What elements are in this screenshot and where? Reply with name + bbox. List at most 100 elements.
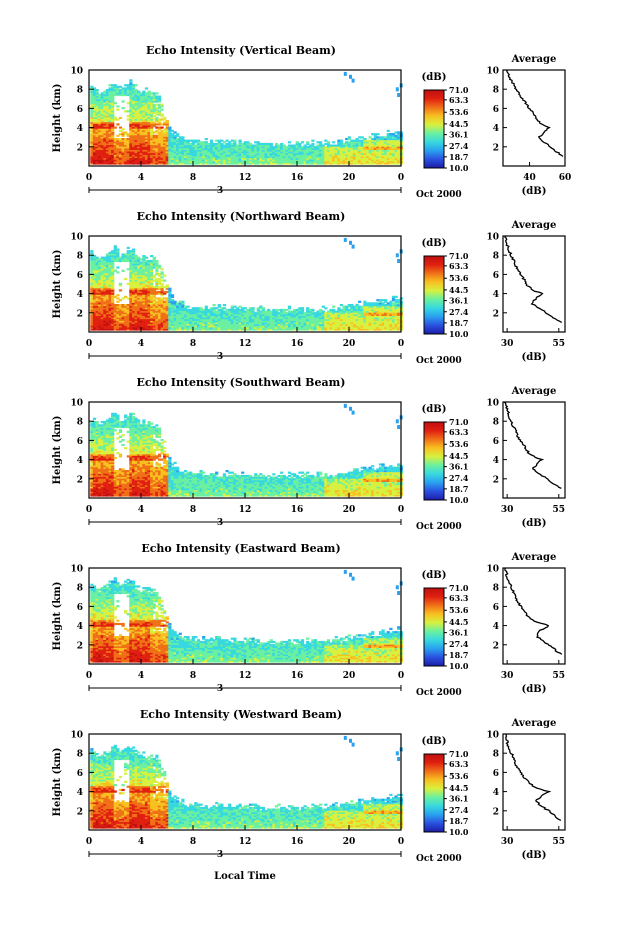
heatmap-cell [176, 144, 180, 147]
heatmap-cell [139, 129, 143, 132]
heatmap-cell [220, 308, 224, 312]
heatmap-cell [103, 277, 107, 281]
heatmap-cell [137, 120, 141, 123]
heatmap-cell [168, 326, 172, 329]
heatmap-cell [134, 110, 138, 113]
heatmap-cell [371, 144, 375, 147]
heatmap-cell [131, 328, 136, 331]
heatmap-cell [95, 111, 99, 115]
heatmap-cell [313, 157, 318, 160]
heatmap-cell [360, 155, 364, 159]
heatmap-cell [124, 93, 128, 97]
heatmap-cell [386, 155, 390, 159]
heatmap-cell [189, 146, 193, 149]
heatmap-cell [238, 155, 242, 159]
heatmap-cell [95, 282, 99, 285]
heatmap-cell [142, 97, 146, 100]
heatmap-cell [259, 155, 263, 159]
heatmap-cell [313, 160, 318, 163]
heatmap-cell [326, 159, 331, 162]
heatmap-cell [321, 160, 325, 163]
heatmap-cell [142, 281, 146, 284]
heatmap-cell [181, 149, 185, 152]
heatmap-cell [95, 305, 99, 308]
heatmap-cell [157, 318, 162, 321]
heatmap-cell [131, 258, 136, 261]
heatmap-cell [144, 320, 149, 323]
heatmap-cell [311, 159, 315, 162]
heatmap-cell [147, 118, 151, 121]
heatmap-cell [212, 308, 216, 312]
heatmap-cell [134, 100, 138, 103]
heatmap-cell [92, 87, 97, 90]
heatmap-cell [267, 154, 271, 157]
heatmap-cell [105, 142, 110, 146]
heatmap-cell [98, 300, 102, 303]
heatmap-cell [147, 103, 151, 106]
heatmap-cell [337, 144, 341, 147]
heatmap-cell [103, 286, 107, 289]
heatmap-cell [228, 312, 232, 315]
heatmap-cell [147, 151, 151, 154]
heatmap-cell [220, 321, 224, 325]
heatmap-cell [92, 152, 97, 155]
heatmap-cell [157, 297, 162, 300]
heatmap-cell [157, 287, 162, 290]
heatmap-cell [378, 154, 383, 157]
heatmap-cell [147, 315, 151, 318]
heatmap-cell [105, 328, 110, 331]
heatmap-cell [248, 151, 253, 154]
heatmap-cell [147, 276, 151, 279]
heatmap-cell [116, 271, 120, 274]
heatmap-cell [142, 147, 146, 150]
heatmap-cell [103, 274, 107, 277]
heatmap-cell [95, 116, 99, 119]
heatmap-cell [131, 155, 136, 159]
heatmap-cell [129, 250, 133, 253]
heatmap-cell [295, 159, 299, 162]
heatmap-cell [261, 160, 266, 163]
heatmap-cell [157, 155, 162, 159]
heatmap-cell [152, 287, 156, 290]
heatmap-cell [131, 103, 136, 106]
heatmap-cell [98, 259, 102, 263]
heatmap-cell [92, 292, 97, 295]
heatmap-cell [342, 151, 346, 154]
heatmap-cell [189, 139, 193, 142]
heatmap-cell [251, 159, 255, 162]
heatmap-cell [191, 307, 195, 310]
heatmap-cell [160, 294, 164, 297]
heatmap-cell [111, 261, 115, 264]
heatmap-cell [150, 116, 154, 119]
heatmap-cell [144, 105, 149, 108]
heatmap-cell [371, 157, 375, 160]
heatmap-cell [152, 159, 156, 162]
heatmap-cell [105, 264, 110, 267]
heatmap-cell [144, 128, 149, 131]
heatmap-cell [225, 146, 229, 149]
heatmap-cell [103, 256, 107, 259]
heatmap-cell [144, 274, 149, 277]
heatmap-cell [113, 269, 117, 272]
heatmap-cell [129, 108, 133, 111]
heatmap-cell [113, 307, 117, 310]
heatmap-cell [345, 142, 349, 146]
heatmap-cell [134, 269, 138, 272]
heatmap-cell [116, 320, 120, 323]
heatmap-cell [100, 162, 104, 165]
heatmap-cell [92, 256, 97, 259]
heatmap-cell [178, 147, 182, 150]
heatmap-cell [150, 134, 154, 137]
heatmap-cell [300, 155, 305, 159]
heatmap-cell [230, 149, 234, 152]
heatmap-cell [108, 268, 112, 271]
heatmap-cell [215, 315, 219, 318]
heatmap-cell [108, 297, 112, 300]
heatmap-cell [113, 159, 117, 162]
heatmap-cell [124, 141, 128, 144]
heatmap-cell [243, 144, 247, 147]
heatmap-cell [129, 120, 133, 123]
heatmap-cell [90, 250, 94, 253]
heatmap-cell [134, 281, 138, 284]
heatmap-cell [389, 162, 393, 165]
